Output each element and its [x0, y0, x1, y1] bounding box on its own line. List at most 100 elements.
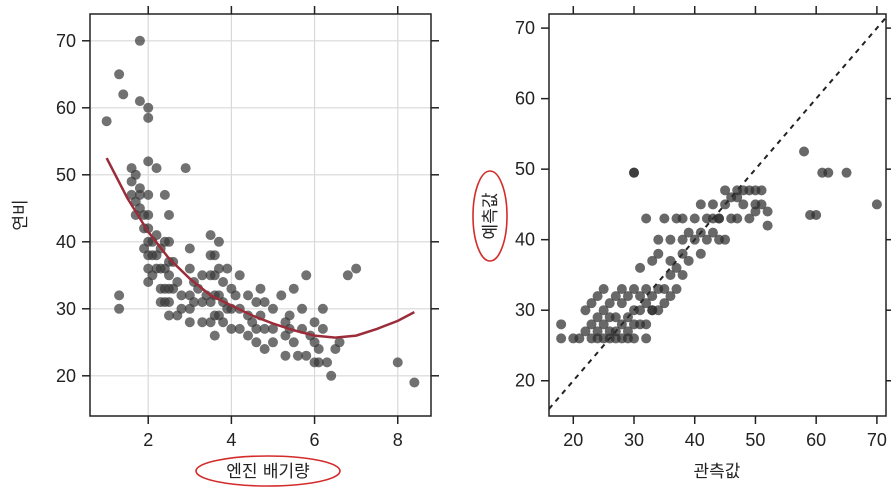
data-point [143, 112, 154, 123]
data-point [653, 234, 664, 245]
left-x-axis-label: 엔진 배기량 [226, 462, 310, 482]
data-point [164, 310, 175, 321]
data-point [750, 199, 761, 210]
data-point [598, 284, 609, 295]
data-point [259, 323, 270, 334]
right-y-tick-label: 70 [515, 18, 535, 38]
data-point [255, 283, 266, 294]
data-point [213, 263, 224, 274]
right-x-tick-label: 40 [685, 430, 705, 450]
data-point [871, 199, 882, 210]
data-point [683, 255, 694, 266]
right-y-axis-label: 예측값 [481, 192, 501, 239]
data-point [744, 213, 755, 224]
data-point [184, 317, 195, 328]
data-point [309, 317, 320, 328]
data-point [276, 290, 287, 301]
data-point [604, 298, 615, 309]
data-point [580, 326, 591, 337]
data-point [176, 303, 187, 314]
data-point [689, 213, 700, 224]
data-point [659, 298, 670, 309]
left-y-tick-label: 30 [56, 299, 76, 319]
data-point [114, 290, 125, 301]
data-point [326, 370, 337, 381]
data-point [592, 312, 603, 323]
data-point [243, 290, 254, 301]
right-x-tick-label: 60 [806, 430, 826, 450]
data-point [556, 333, 567, 344]
data-point [580, 305, 591, 316]
data-point [695, 199, 706, 210]
data-point [610, 312, 621, 323]
data-point [665, 269, 676, 280]
right-x-tick-label: 20 [563, 430, 583, 450]
data-point [134, 35, 145, 46]
data-point [720, 199, 731, 210]
data-point [342, 270, 353, 281]
data-point [635, 305, 646, 316]
data-point [677, 213, 688, 224]
left-x-tick-label: 2 [143, 430, 153, 450]
data-point [732, 213, 743, 224]
data-point [641, 213, 652, 224]
data-point [629, 167, 640, 178]
data-point [665, 255, 676, 266]
data-point [616, 298, 627, 309]
right-y-tick-label: 50 [515, 159, 535, 179]
data-point [184, 243, 195, 254]
data-point [118, 89, 129, 100]
data-point [720, 234, 731, 245]
data-point [647, 255, 658, 266]
data-point [586, 319, 597, 330]
data-point [622, 312, 633, 323]
data-point [114, 303, 125, 314]
right-y-tick-label: 40 [515, 230, 535, 250]
data-point [665, 291, 676, 302]
data-point [720, 185, 731, 196]
data-point [610, 291, 621, 302]
data-point [653, 248, 664, 259]
data-point [317, 303, 328, 314]
data-point [683, 227, 694, 238]
reference-line [548, 16, 887, 410]
data-point [351, 263, 362, 274]
data-point [707, 227, 718, 238]
data-point [197, 270, 208, 281]
data-point [671, 284, 682, 295]
data-point [409, 377, 420, 388]
data-point [267, 323, 278, 334]
data-point [695, 248, 706, 259]
data-point [301, 350, 312, 361]
data-point [823, 167, 834, 178]
smooth-curve [105, 157, 415, 339]
right-y-tick-label: 30 [515, 300, 535, 320]
data-point [592, 291, 603, 302]
data-point [622, 326, 633, 337]
data-point [629, 333, 640, 344]
right-x-tick-label: 50 [745, 430, 765, 450]
data-point [151, 163, 162, 174]
right-x-tick-label: 30 [624, 430, 644, 450]
data-point [647, 291, 658, 302]
data-point [677, 234, 688, 245]
data-point [251, 323, 262, 334]
data-point [313, 344, 324, 354]
data-point [647, 305, 658, 316]
data-point [665, 234, 676, 245]
data-point [762, 220, 773, 231]
data-point [101, 116, 112, 127]
data-point [592, 326, 603, 337]
data-point [180, 163, 191, 174]
data-point [756, 185, 767, 196]
left-y-tick-label: 60 [56, 98, 76, 118]
data-point [313, 357, 324, 368]
data-point [811, 210, 822, 220]
data-point [243, 330, 254, 341]
data-point [641, 333, 652, 344]
right-plot-frame [548, 13, 887, 417]
left-x-tick-label: 6 [310, 430, 320, 450]
data-point [172, 277, 183, 287]
left-y-tick-label: 50 [56, 165, 76, 185]
